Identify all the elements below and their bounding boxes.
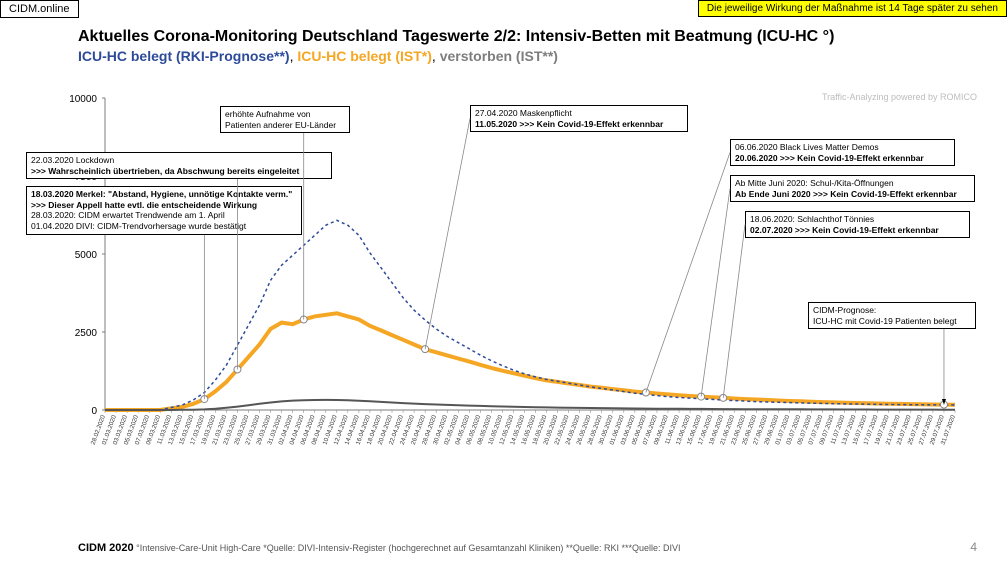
annotation-box: 18.06.2020: Schlachthof Tönnies02.07.202… [745,211,970,238]
footer-sources: CIDM 2020 °Intensive-Care-Unit High-Care… [78,542,680,554]
site-tag: CIDM.online [0,0,79,18]
legend-orange: ICU-HC belegt (IST*) [297,48,432,64]
page-number: 4 [970,540,977,554]
svg-text:0: 0 [91,406,97,417]
legend-grey: verstorben (IST**) [440,48,558,64]
annotation-box: 18.03.2020 Merkel: "Abstand, Hygiene, un… [26,186,302,235]
title-block: Aktuelles Corona-Monitoring Deutschland … [78,28,987,64]
svg-text:5000: 5000 [75,250,98,261]
annotation-box: erhöhte Aufnahme vonPatienten anderer EU… [220,106,350,133]
annotation-box: 22.03.2020 Lockdown>>> Wahrscheinlich üb… [26,152,332,179]
page-title: Aktuelles Corona-Monitoring Deutschland … [78,28,987,46]
svg-text:2500: 2500 [75,328,98,339]
annotation-box: 27.04.2020 Maskenpflicht11.05.2020 >>> K… [470,105,688,132]
footer: CIDM 2020 °Intensive-Care-Unit High-Care… [78,540,977,554]
annotation-box: 06.06.2020 Black Lives Matter Demos20.06… [730,139,955,166]
legend-blue: ICU-HC belegt (RKI-Prognose**) [78,48,290,64]
annotation-box: CIDM-Prognose:ICU-HC mit Covid-19 Patien… [808,302,976,329]
annotation-box: Ab Mitte Juni 2020: Schul-/Kita-Öffnunge… [730,175,975,202]
svg-text:10000: 10000 [69,94,97,105]
note-tag: Die jeweilige Wirkung der Maßnahme ist 1… [698,0,1007,17]
legend-line: ICU-HC belegt (RKI-Prognose**), ICU-HC b… [78,48,987,64]
